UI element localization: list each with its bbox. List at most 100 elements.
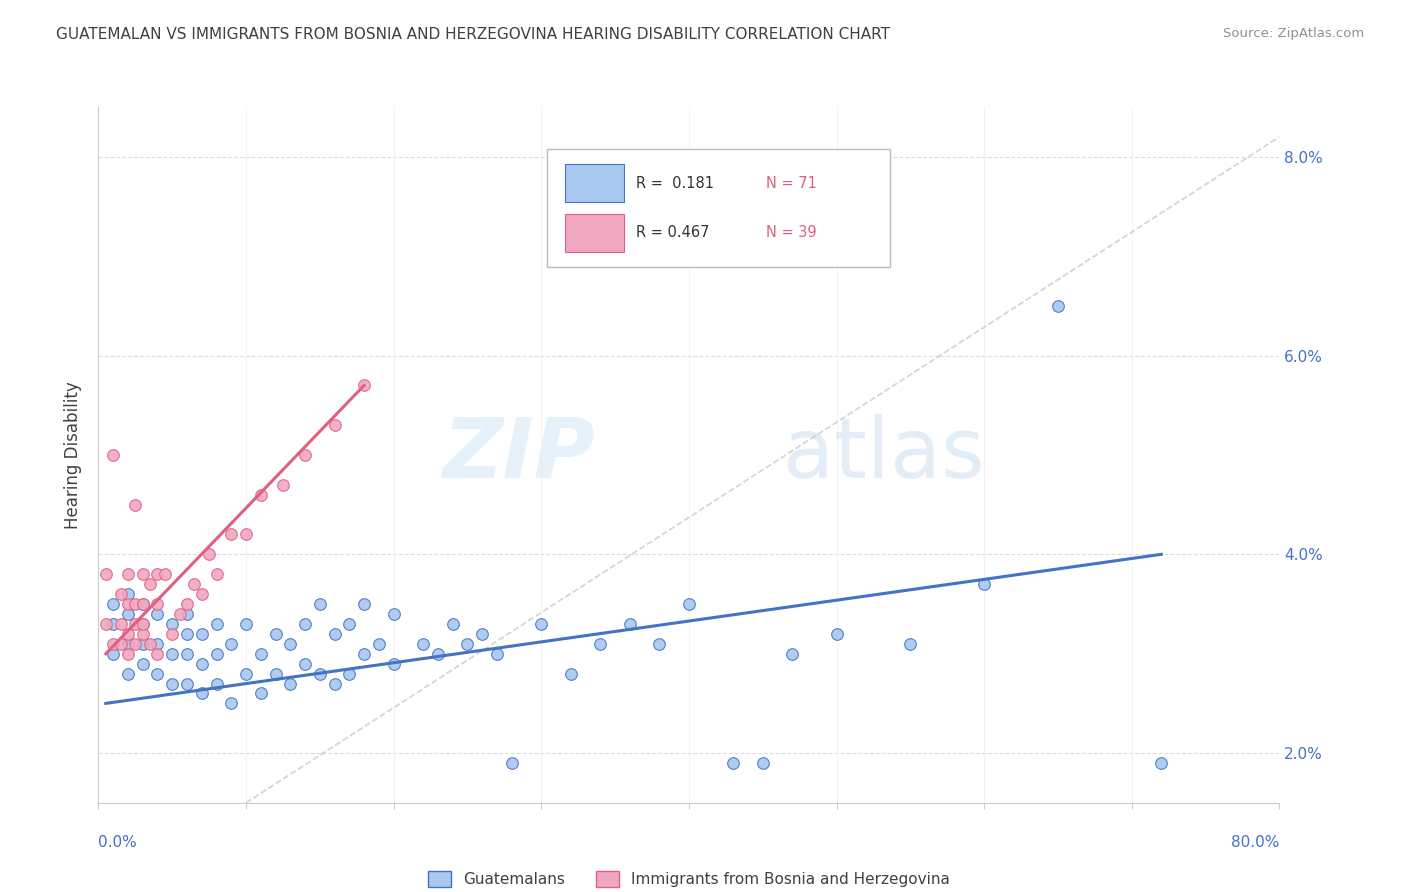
Point — [353, 597, 375, 611]
Text: N = 71: N = 71 — [766, 176, 817, 191]
Point — [412, 637, 434, 651]
Text: 0.0%: 0.0% — [98, 836, 138, 850]
Point — [235, 666, 257, 681]
Point — [205, 616, 228, 631]
Point — [146, 567, 169, 582]
Point — [117, 637, 139, 651]
FancyBboxPatch shape — [547, 149, 890, 267]
Point — [132, 597, 155, 611]
Point — [169, 607, 191, 621]
Point — [560, 666, 582, 681]
Point — [103, 597, 125, 611]
Point — [117, 627, 139, 641]
Point — [124, 616, 146, 631]
Point — [146, 647, 169, 661]
Point — [219, 527, 242, 541]
Point — [124, 637, 146, 651]
Point — [1150, 756, 1173, 770]
Point — [139, 577, 162, 591]
Point — [427, 647, 450, 661]
Point — [441, 616, 464, 631]
Point — [294, 448, 316, 462]
Point — [250, 686, 273, 700]
Text: 80.0%: 80.0% — [1232, 836, 1279, 850]
Point — [162, 647, 183, 661]
Point — [162, 676, 183, 690]
Point — [382, 607, 405, 621]
Point — [162, 616, 183, 631]
Point — [191, 587, 214, 601]
Point — [619, 616, 641, 631]
Point — [678, 597, 700, 611]
Point — [751, 756, 773, 770]
Point — [117, 607, 139, 621]
Point — [117, 597, 139, 611]
Point — [191, 686, 214, 700]
Point — [94, 616, 117, 631]
Point — [176, 676, 198, 690]
Point — [132, 627, 155, 641]
Text: GUATEMALAN VS IMMIGRANTS FROM BOSNIA AND HERZEGOVINA HEARING DISABILITY CORRELAT: GUATEMALAN VS IMMIGRANTS FROM BOSNIA AND… — [56, 27, 890, 42]
Point — [382, 657, 405, 671]
Point — [176, 647, 198, 661]
Point — [124, 597, 146, 611]
Point — [132, 616, 155, 631]
Text: N = 39: N = 39 — [766, 226, 817, 240]
Point — [132, 597, 155, 611]
Text: R = 0.467: R = 0.467 — [636, 226, 709, 240]
Point — [146, 597, 169, 611]
Point — [183, 577, 205, 591]
Point — [309, 666, 332, 681]
Point — [219, 637, 242, 651]
Point — [250, 488, 273, 502]
Point — [191, 627, 214, 641]
Point — [825, 627, 848, 641]
Point — [146, 666, 169, 681]
Point — [117, 647, 139, 661]
FancyBboxPatch shape — [565, 214, 624, 252]
Point — [530, 616, 553, 631]
Point — [132, 657, 155, 671]
Point — [486, 647, 509, 661]
Point — [103, 637, 125, 651]
Point — [117, 567, 139, 582]
Point — [323, 676, 346, 690]
Point — [117, 587, 139, 601]
Point — [94, 567, 117, 582]
Point — [250, 647, 273, 661]
Point — [339, 616, 360, 631]
Point — [132, 637, 155, 651]
Point — [353, 378, 375, 392]
Point — [103, 647, 125, 661]
Y-axis label: Hearing Disability: Hearing Disability — [65, 381, 83, 529]
Point — [278, 676, 302, 690]
Point — [278, 637, 302, 651]
Point — [117, 666, 139, 681]
Point — [153, 567, 176, 582]
Text: Source: ZipAtlas.com: Source: ZipAtlas.com — [1223, 27, 1364, 40]
Point — [900, 637, 922, 651]
Point — [162, 627, 183, 641]
Point — [973, 577, 995, 591]
Point — [103, 616, 125, 631]
FancyBboxPatch shape — [565, 164, 624, 202]
Point — [648, 637, 671, 651]
Point — [782, 647, 804, 661]
Point — [235, 527, 257, 541]
Point — [723, 756, 745, 770]
Point — [132, 616, 155, 631]
Point — [110, 616, 132, 631]
Text: atlas: atlas — [783, 415, 986, 495]
Point — [176, 597, 198, 611]
Point — [501, 756, 523, 770]
Point — [132, 567, 155, 582]
Point — [205, 676, 228, 690]
Point — [264, 627, 287, 641]
Point — [124, 498, 146, 512]
Point — [264, 666, 287, 681]
Point — [103, 448, 125, 462]
Point — [323, 418, 346, 433]
Point — [139, 637, 162, 651]
Point — [176, 627, 198, 641]
Point — [471, 627, 494, 641]
